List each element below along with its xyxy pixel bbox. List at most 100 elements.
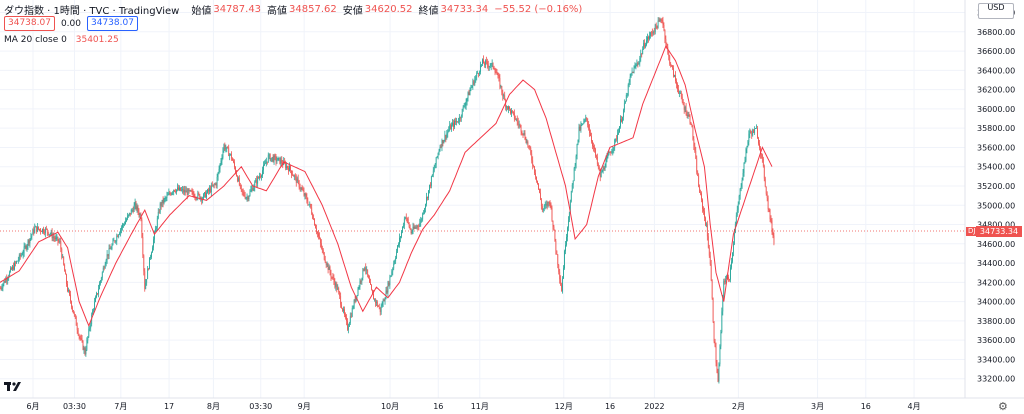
candle-body bbox=[558, 264, 560, 272]
candle-body bbox=[331, 276, 333, 278]
candle-body bbox=[600, 171, 602, 178]
candle-body bbox=[382, 300, 384, 306]
candle-body bbox=[484, 60, 486, 65]
candle-body bbox=[28, 240, 30, 244]
tradingview-logo-icon[interactable] bbox=[4, 380, 22, 392]
candle-body bbox=[580, 125, 582, 130]
candle-body bbox=[648, 37, 649, 39]
candle-body bbox=[154, 231, 155, 240]
candle-body bbox=[387, 282, 389, 293]
candle-body bbox=[714, 341, 716, 347]
candle-body bbox=[433, 168, 435, 171]
candle-body bbox=[247, 197, 249, 200]
candle-body bbox=[264, 163, 265, 165]
candle-body bbox=[120, 229, 122, 233]
candle-body bbox=[561, 284, 563, 292]
candle-body bbox=[752, 129, 754, 136]
candle-body bbox=[126, 219, 127, 222]
candle-body bbox=[554, 229, 556, 242]
candle-body bbox=[548, 201, 550, 203]
candle-body bbox=[321, 248, 323, 251]
candle-body bbox=[726, 276, 728, 280]
x-tick-label: 12月 bbox=[555, 402, 573, 411]
candle-body bbox=[652, 31, 654, 34]
candle-body bbox=[402, 225, 404, 227]
candle-body bbox=[698, 175, 700, 187]
candle-body bbox=[717, 372, 719, 382]
candle-body bbox=[142, 237, 144, 256]
candle-body bbox=[229, 154, 231, 157]
y-tick-label: 35600.00 bbox=[977, 143, 1015, 152]
trade-pills: 34738.07 0.00 34738.07 bbox=[4, 16, 138, 31]
candle-body bbox=[127, 214, 129, 216]
y-tick-label: 33800.00 bbox=[977, 317, 1015, 326]
candle-body bbox=[455, 120, 456, 123]
candle-body bbox=[94, 301, 95, 310]
candle-body bbox=[651, 32, 653, 34]
indicator-legend[interactable]: MA 20 close 0 35401.25 bbox=[4, 35, 119, 45]
candle-body bbox=[609, 152, 611, 154]
candle-body bbox=[577, 139, 579, 144]
candle-body bbox=[760, 147, 761, 155]
candle-body bbox=[392, 268, 394, 272]
candle-body bbox=[700, 192, 701, 194]
indicator-label: MA 20 close 0 bbox=[4, 35, 67, 45]
price-axis[interactable]: 33200.00 33400.00 33600.00 33800.00 34000.00… bbox=[964, 0, 1024, 414]
candle-body bbox=[265, 161, 267, 164]
candle-body bbox=[473, 81, 475, 85]
candle-body bbox=[591, 136, 592, 142]
candle-body bbox=[170, 193, 172, 195]
candle-body bbox=[564, 251, 565, 269]
candle-body bbox=[678, 92, 680, 94]
y-tick-label: 34400.00 bbox=[977, 259, 1015, 268]
candle-body bbox=[291, 174, 293, 176]
candle-body bbox=[183, 189, 185, 193]
candle-body bbox=[252, 188, 254, 191]
y-tick-label: 33400.00 bbox=[977, 355, 1015, 364]
candle-body bbox=[294, 175, 296, 177]
buy-button[interactable]: 34738.07 bbox=[87, 16, 138, 31]
candle-body bbox=[96, 293, 97, 298]
candle-body bbox=[511, 110, 512, 114]
candle-body bbox=[494, 68, 496, 73]
candle-body bbox=[719, 346, 721, 365]
candle-body bbox=[513, 112, 515, 119]
candle-body bbox=[519, 124, 521, 126]
candle-body bbox=[637, 63, 639, 64]
time-axis[interactable]: 6月 03:30 7月 17 8月 03:30 9月 10月 16 11月 12月 16 2022 2月 3… bbox=[0, 397, 1024, 411]
candle-body bbox=[526, 141, 528, 143]
candle-body bbox=[103, 267, 105, 269]
candle-body bbox=[369, 278, 370, 283]
candle-body bbox=[480, 65, 481, 73]
candle-body bbox=[203, 193, 205, 199]
candle-body bbox=[456, 121, 457, 123]
candle-body bbox=[10, 268, 12, 272]
candle-body bbox=[595, 155, 597, 157]
candle-body bbox=[426, 197, 427, 205]
currency-button[interactable]: USD bbox=[978, 3, 1014, 19]
sell-button[interactable]: 34738.07 bbox=[4, 16, 55, 31]
gear-icon[interactable]: ⚙ bbox=[998, 400, 1008, 413]
low-label: 安値 bbox=[342, 5, 363, 17]
candle-body bbox=[622, 117, 623, 122]
candle-body bbox=[65, 271, 67, 275]
candle-body bbox=[720, 332, 722, 347]
candle-body bbox=[366, 269, 368, 271]
candle-body bbox=[476, 73, 478, 77]
candle-body bbox=[71, 301, 72, 308]
candle-body bbox=[177, 187, 178, 190]
candle-body bbox=[376, 301, 378, 307]
candle-body bbox=[495, 72, 497, 74]
candle-body bbox=[175, 191, 177, 193]
candle-body bbox=[619, 126, 620, 133]
candle-body bbox=[415, 227, 417, 228]
symbol-title[interactable]: ダウ指数 · 1時間 · TVC · TradingView bbox=[4, 5, 180, 17]
candle-body bbox=[753, 129, 755, 133]
candle-body bbox=[411, 231, 413, 234]
candle-body bbox=[759, 143, 760, 148]
candle-body bbox=[488, 66, 490, 68]
candle-body bbox=[712, 298, 714, 322]
candle-body bbox=[654, 24, 656, 33]
candle-body bbox=[404, 217, 406, 219]
